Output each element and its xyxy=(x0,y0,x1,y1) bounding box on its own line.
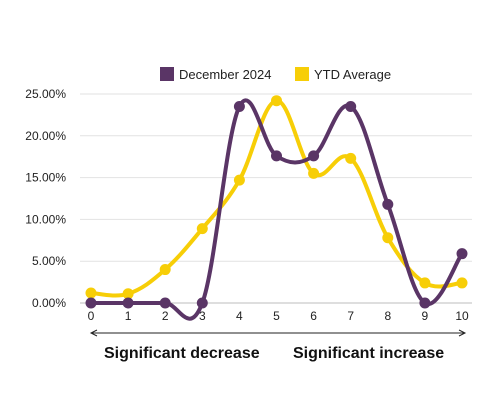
x-tick-label: 10 xyxy=(455,309,469,323)
legend: December 2024 YTD Average xyxy=(160,67,391,82)
data-point-ytd-average xyxy=(308,167,320,179)
series-lines xyxy=(85,95,468,321)
x-tick-label: 1 xyxy=(125,309,132,323)
x-tick-label: 7 xyxy=(347,309,354,323)
x-tick-label: 0 xyxy=(88,309,95,323)
data-point-ytd-average xyxy=(233,174,245,186)
legend-label-december-2024: December 2024 xyxy=(179,67,272,82)
data-point-ytd-average xyxy=(456,277,468,289)
data-point-december-2024 xyxy=(271,150,282,162)
data-point-december-2024 xyxy=(159,297,171,309)
data-point-december-2024 xyxy=(233,101,245,113)
y-tick-label: 0.00% xyxy=(32,296,66,310)
data-point-december-2024 xyxy=(85,297,97,309)
x-tick-label: 3 xyxy=(199,309,206,323)
annotation-significant-increase: Significant increase xyxy=(293,345,444,362)
data-point-ytd-average xyxy=(159,264,171,276)
x-tick-label: 9 xyxy=(422,309,429,323)
x-tick-label: 6 xyxy=(310,309,317,323)
y-axis-tick-labels: 0.00% 5.00% 10.00% 15.00% 20.00% 25.00% xyxy=(25,87,66,310)
data-point-ytd-average xyxy=(345,152,357,164)
data-point-december-2024 xyxy=(308,150,320,162)
legend-swatch-ytd-average xyxy=(295,67,309,81)
x-tick-label: 2 xyxy=(162,309,169,323)
data-point-december-2024 xyxy=(382,198,394,210)
y-tick-label: 5.00% xyxy=(32,254,66,268)
grid-lines xyxy=(80,93,472,304)
data-point-december-2024 xyxy=(122,297,134,309)
legend-swatch-december-2024 xyxy=(160,67,174,81)
arrow-head-left xyxy=(89,329,98,337)
x-tick-label: 8 xyxy=(384,309,391,323)
data-point-ytd-average xyxy=(85,287,97,299)
x-axis-tick-labels: 0 1 2 3 4 5 6 7 8 9 10 xyxy=(88,309,469,323)
y-tick-label: 25.00% xyxy=(25,87,66,101)
arrow-head-right xyxy=(458,329,467,337)
series-ytd-average xyxy=(85,95,468,300)
data-point-ytd-average xyxy=(419,277,431,289)
direction-arrow xyxy=(89,329,467,337)
annotation-significant-decrease: Significant decrease xyxy=(104,345,260,362)
y-tick-label: 15.00% xyxy=(25,171,66,185)
data-point-ytd-average xyxy=(122,288,134,300)
series-december-2024 xyxy=(85,98,468,321)
data-point-ytd-average xyxy=(271,95,282,107)
data-point-ytd-average xyxy=(382,232,394,244)
data-point-ytd-average xyxy=(196,223,208,235)
x-tick-label: 4 xyxy=(236,309,243,323)
legend-label-ytd-average: YTD Average xyxy=(314,67,391,82)
data-point-december-2024 xyxy=(196,297,208,309)
data-point-december-2024 xyxy=(456,248,468,260)
data-point-december-2024 xyxy=(345,101,357,113)
y-tick-label: 20.00% xyxy=(25,129,66,143)
data-point-december-2024 xyxy=(419,297,431,309)
y-tick-label: 10.00% xyxy=(25,212,66,226)
x-tick-label: 5 xyxy=(273,309,280,323)
